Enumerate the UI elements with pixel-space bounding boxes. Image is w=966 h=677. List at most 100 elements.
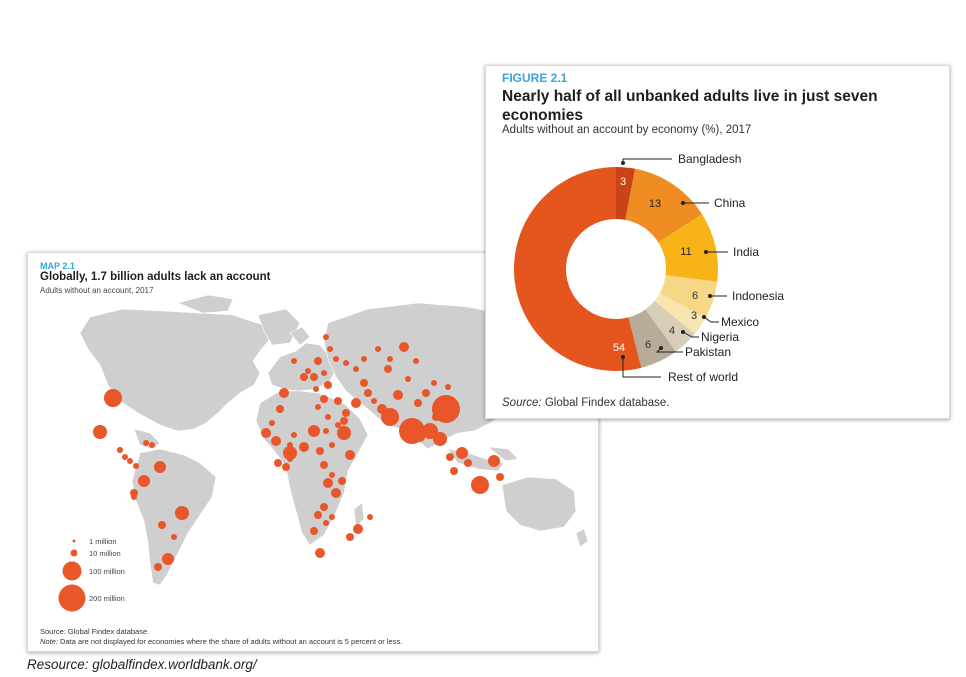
map-note-label: Note:: [40, 637, 58, 646]
country-bubble: [274, 459, 282, 467]
slice-label-mexico: Mexico: [721, 315, 759, 329]
map-note-text: Data are not displayed for economies whe…: [57, 637, 403, 646]
country-bubble: [405, 376, 411, 382]
figure-source-label: Source:: [502, 397, 542, 409]
slice-label-indonesia: Indonesia: [732, 289, 784, 303]
country-bubble: [333, 356, 339, 362]
country-bubble: [158, 521, 166, 529]
country-bubble: [291, 358, 297, 364]
country-bubble: [127, 458, 133, 464]
country-bubble: [340, 417, 348, 425]
map-note: Note: Data are not displayed for economi…: [40, 637, 402, 646]
leader-line: [682, 331, 699, 338]
country-bubble: [299, 442, 309, 452]
leader-dot: [621, 161, 625, 165]
value-label-indonesia: 6: [692, 290, 698, 302]
country-bubble: [282, 463, 290, 471]
value-label-rest-of-world: 54: [613, 342, 625, 354]
legend-bubble: [72, 539, 76, 543]
country-bubble: [171, 534, 177, 540]
country-bubble: [488, 455, 500, 467]
country-bubble: [320, 461, 328, 469]
country-bubble: [143, 440, 149, 446]
map-subtitle: Adults without an account, 2017: [40, 286, 154, 295]
country-bubble: [308, 425, 320, 437]
country-bubble: [432, 395, 460, 423]
donut-slice-nigeria: [645, 300, 695, 352]
slice-label-bangladesh: Bangladesh: [678, 152, 741, 166]
country-bubble: [314, 357, 322, 365]
country-bubble: [414, 399, 422, 407]
country-bubble: [335, 422, 341, 428]
country-bubble: [413, 358, 419, 364]
country-bubble: [446, 453, 454, 461]
slice-label-china: China: [714, 196, 746, 210]
value-label-china: 13: [649, 198, 661, 210]
country-bubble: [276, 405, 284, 413]
country-bubble: [321, 370, 327, 376]
map-size-legend: 1 million 10 million 100 million 200 millio…: [58, 537, 125, 612]
value-label-india: 11: [680, 246, 691, 258]
country-bubble: [287, 442, 293, 448]
leader-dot: [681, 201, 685, 205]
country-bubble: [154, 563, 162, 571]
country-bubble: [360, 379, 368, 387]
map-bubbles: [93, 334, 504, 571]
country-bubble: [371, 398, 377, 404]
country-bubble: [471, 476, 489, 494]
country-bubble: [315, 548, 325, 558]
donut-slice-mexico: [654, 293, 706, 335]
legend-label: 200 million: [89, 594, 125, 603]
country-bubble: [353, 366, 359, 372]
slice-label-india: India: [733, 245, 759, 259]
country-bubble: [314, 511, 322, 519]
country-bubble: [175, 506, 189, 520]
country-bubble: [154, 461, 166, 473]
legend-bubble: [58, 584, 86, 612]
country-bubble: [320, 503, 328, 511]
country-bubble: [323, 520, 329, 526]
country-bubble: [269, 420, 275, 426]
value-label-bangladesh: 3: [620, 176, 626, 188]
donut-chart: 3 Bangladesh 13 China 11 India 6 Indonesia 3 Mexi…: [514, 152, 784, 384]
country-bubble: [310, 373, 318, 381]
country-bubble: [456, 447, 468, 459]
country-bubble: [329, 514, 335, 520]
country-bubble: [283, 446, 297, 460]
country-bubble: [149, 442, 155, 448]
country-bubble: [279, 388, 289, 398]
country-bubble: [261, 428, 271, 438]
country-bubble: [310, 527, 318, 535]
country-bubble: [131, 494, 137, 500]
leader-line: [703, 316, 719, 323]
leader-dot: [681, 330, 685, 334]
leader-line: [622, 357, 661, 378]
country-bubble: [331, 488, 341, 498]
map-source: Source: Global Findex database.: [40, 627, 150, 636]
figure-source: Source: Global Findex database.: [502, 397, 670, 409]
country-bubble: [450, 467, 458, 475]
donut-slice-pakistan: [628, 309, 676, 368]
figure-kicker: FIGURE 2.1: [502, 71, 568, 85]
country-bubble: [313, 386, 319, 392]
country-bubble: [464, 459, 472, 467]
leader-dot: [702, 315, 706, 319]
country-bubble: [287, 456, 293, 462]
map-title: Globally, 1.7 billion adults lack an acc…: [40, 271, 271, 283]
slice-label-pakistan: Pakistan: [685, 345, 731, 359]
country-bubble: [445, 384, 451, 390]
country-bubble: [271, 436, 281, 446]
country-bubble: [431, 380, 437, 386]
country-bubble: [337, 426, 351, 440]
country-bubble: [345, 450, 355, 460]
country-bubble: [325, 414, 331, 420]
country-bubble: [343, 360, 349, 366]
country-bubble: [384, 365, 392, 373]
donut-slice-china: [625, 168, 703, 243]
world-map: 1 million 10 million 100 million 200 millio…: [58, 294, 589, 612]
legend-bubble: [70, 549, 78, 557]
country-bubble: [162, 553, 174, 565]
value-label-mexico: 3: [691, 310, 697, 322]
figure-title: Nearly half of all unbanked adults live …: [502, 88, 878, 124]
country-bubble: [381, 408, 399, 426]
